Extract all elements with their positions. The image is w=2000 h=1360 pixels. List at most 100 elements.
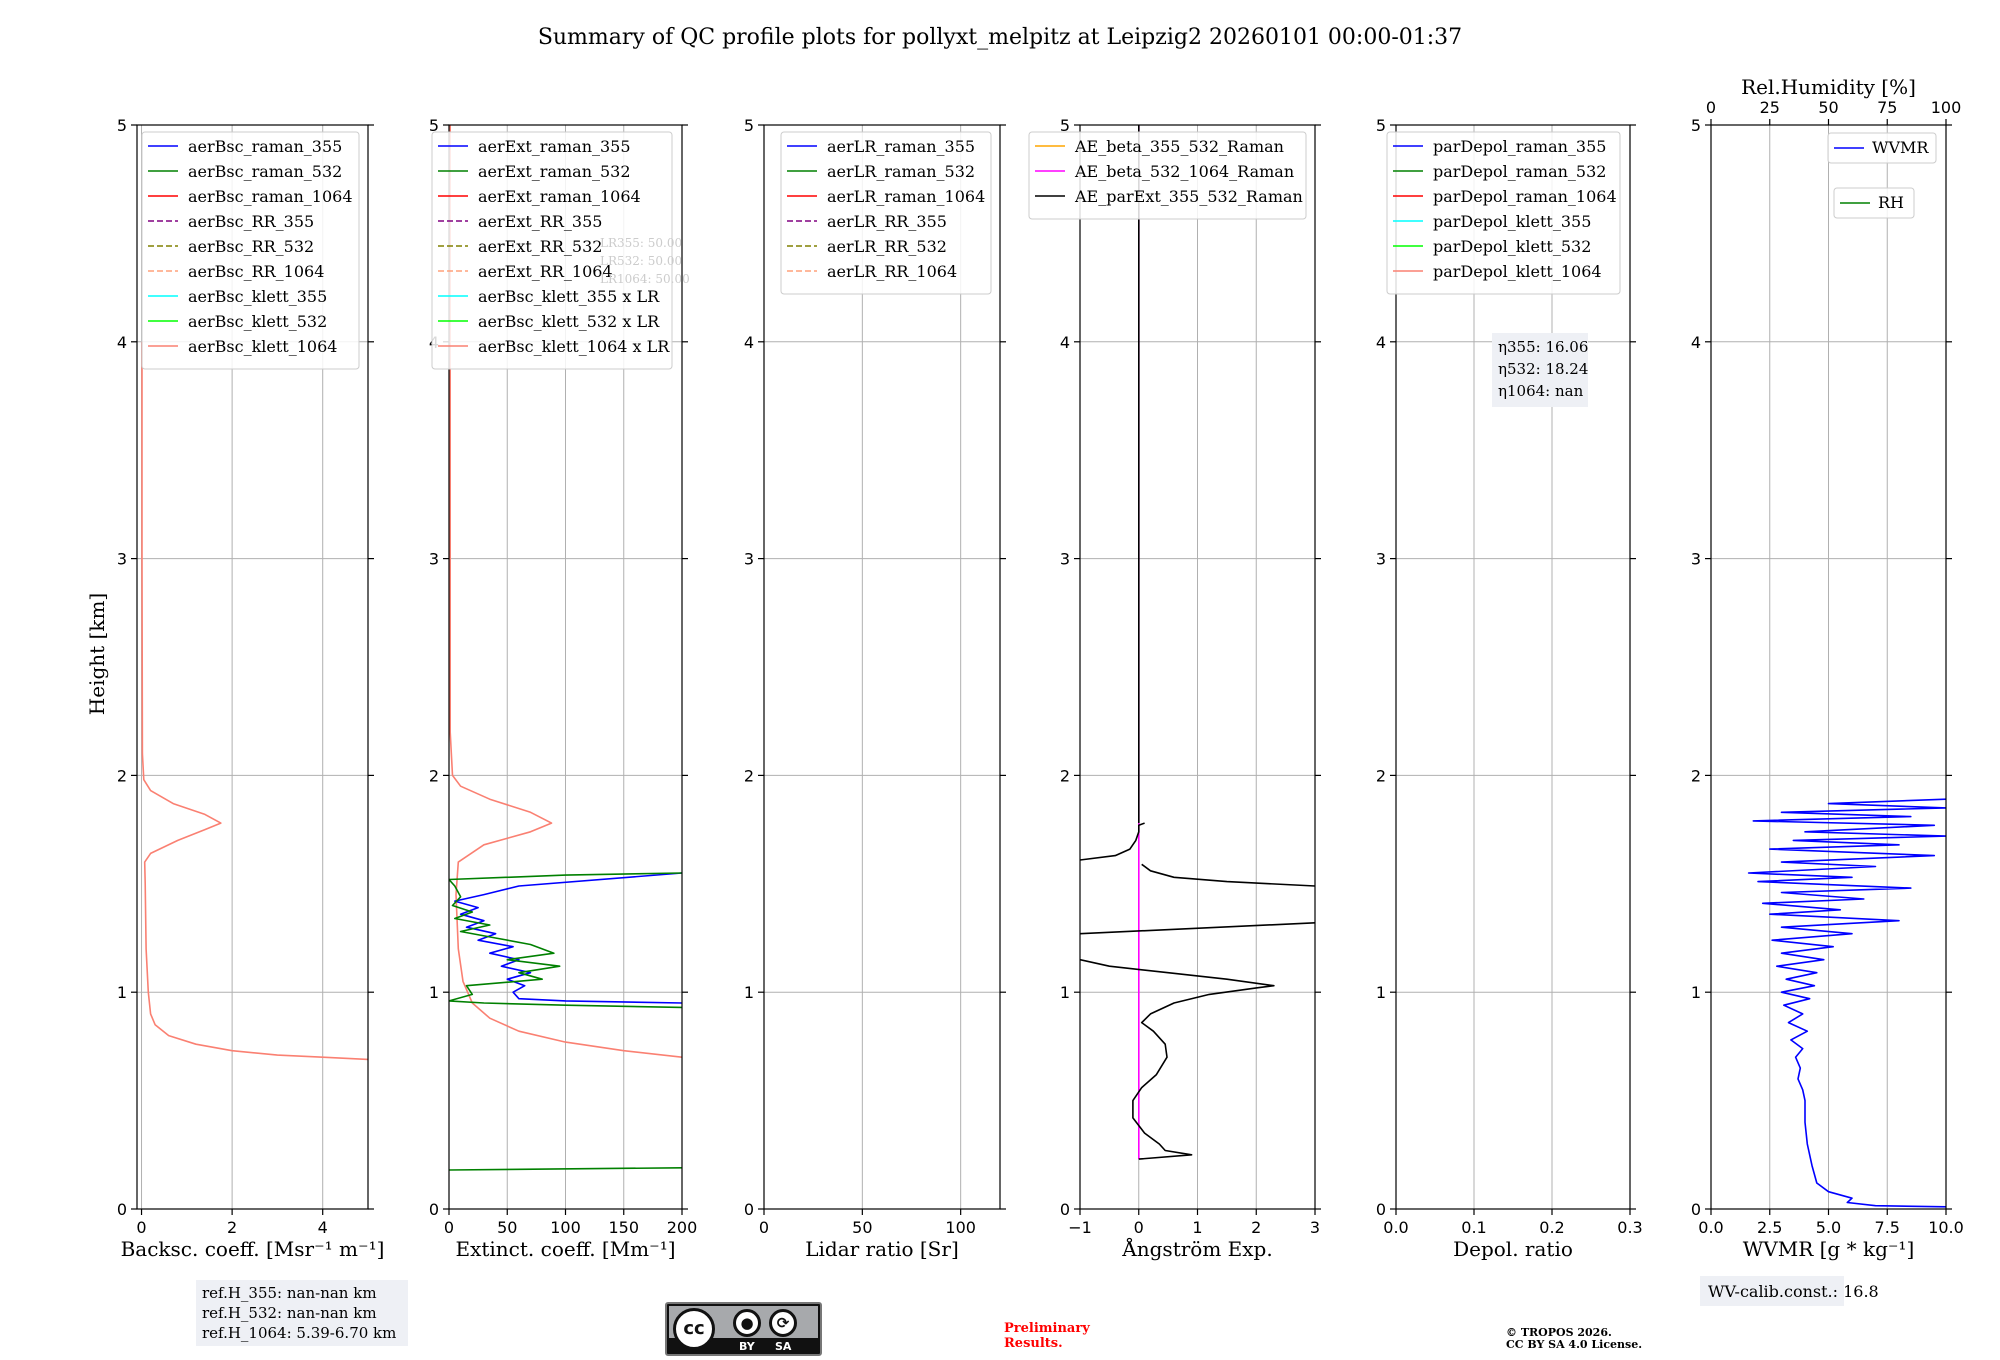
y-tick-label: 5 xyxy=(117,116,127,135)
x2-axis-label: Rel.Humidity [%] xyxy=(1741,75,1916,99)
lidar-ratio-note: LR355: 50.00 xyxy=(600,236,682,250)
x-tick-label: 2 xyxy=(227,1218,237,1237)
y-tick-label: 0 xyxy=(429,1200,439,1219)
y-tick-label: 0 xyxy=(117,1200,127,1219)
x2-tick-label: 25 xyxy=(1760,98,1780,117)
legend-box xyxy=(1833,187,1915,219)
x2-tick-label: 0 xyxy=(1706,98,1716,117)
series-line-ae-parext-355-532-raman xyxy=(1080,822,1145,861)
x-tick-label: 100 xyxy=(945,1218,976,1237)
y-tick-label: 4 xyxy=(117,333,127,352)
legend-label: parDepol_raman_1064 xyxy=(1433,187,1617,206)
legend-label: aerBsc_klett_355 x LR xyxy=(478,287,660,306)
legend: AE_beta_355_532_Raman AE_beta_532_1064_Ra… xyxy=(1028,131,1307,220)
x-tick-label: 2 xyxy=(1251,1218,1261,1237)
legend: aerExt_raman_355 aerExt_raman_532 aerExt_r… xyxy=(431,131,673,370)
ref-height-532: ref.H_532: nan-nan km xyxy=(202,1304,377,1322)
legend-box xyxy=(1028,131,1307,220)
legend-label: aerLR_raman_355 xyxy=(827,137,975,156)
x-tick-label: 0.0 xyxy=(1383,1218,1408,1237)
x-tick-label: 3 xyxy=(1310,1218,1320,1237)
y-tick-label: 3 xyxy=(1691,550,1701,569)
x-tick-label: 0.1 xyxy=(1461,1218,1486,1237)
y-tick-label: 3 xyxy=(117,550,127,569)
license-line: CC BY SA 4.0 License. xyxy=(1506,1338,1642,1351)
x-tick-label: 2.5 xyxy=(1757,1218,1782,1237)
x-tick-label: 150 xyxy=(608,1218,639,1237)
by-person-icon: ● xyxy=(733,1309,761,1337)
y-tick-label: 1 xyxy=(1376,983,1386,1002)
copyright-line: © TROPOS 2026. xyxy=(1506,1326,1612,1339)
y-tick-label: 2 xyxy=(117,766,127,785)
legend-label: parDepol_klett_1064 xyxy=(1433,262,1602,281)
legend-label: RH xyxy=(1878,193,1904,212)
x-tick-label: 0.3 xyxy=(1617,1218,1642,1237)
legend-label: aerBsc_raman_532 xyxy=(188,162,342,181)
legend-label: aerBsc_klett_355 xyxy=(188,287,327,306)
legend-label: aerLR_RR_355 xyxy=(827,212,947,231)
legend-label: AE_beta_355_532_Raman xyxy=(1074,137,1284,156)
legend: parDepol_raman_355 parDepol_raman_532 parD… xyxy=(1386,131,1621,295)
x-axis-label: Extinct. coeff. [Mm⁻¹] xyxy=(455,1237,675,1261)
x-tick-label: 0 xyxy=(444,1218,454,1237)
legend-label: aerBsc_RR_1064 xyxy=(188,262,324,281)
series-line-aerbsc-klett-1064-x-lr xyxy=(449,125,682,1058)
y-tick-label: 2 xyxy=(1691,766,1701,785)
legend-label: aerBsc_klett_532 xyxy=(188,312,327,331)
legend-label: aerLR_RR_1064 xyxy=(827,262,957,281)
legend-label: aerBsc_klett_1064 x LR xyxy=(478,337,670,356)
legend-label: aerExt_RR_355 xyxy=(478,212,602,231)
legend-label: aerBsc_klett_1064 xyxy=(188,337,337,356)
ref-height-355: ref.H_355: nan-nan km xyxy=(202,1284,377,1302)
legend-box xyxy=(431,131,673,370)
legend-box xyxy=(1386,131,1621,295)
y-tick-label: 5 xyxy=(1376,116,1386,135)
x2-tick-label: 75 xyxy=(1877,98,1897,117)
results-label: Results. xyxy=(1004,1336,1063,1351)
axes-frame xyxy=(763,124,1001,1210)
eta-value: η532: 18.24 xyxy=(1498,360,1588,378)
x-axis-label: WVMR [g * kg⁻¹] xyxy=(1743,1237,1915,1261)
y-axis-label: Height [km] xyxy=(85,593,109,715)
panel-2: 050100150200012345Extinct. coeff. [Mm⁻¹]… xyxy=(429,116,697,1261)
x-tick-label: 0.0 xyxy=(1698,1218,1723,1237)
y-tick-label: 5 xyxy=(429,116,439,135)
figure-title: Summary of QC profile plots for pollyxt_… xyxy=(538,25,1462,50)
lidar-ratio-note: LR532: 50.00 xyxy=(600,254,682,268)
y-tick-label: 0 xyxy=(744,1200,754,1219)
legend: WVMR RH xyxy=(1827,132,1937,219)
legend-label: parDepol_klett_355 xyxy=(1433,212,1591,231)
legend-label: parDepol_raman_355 xyxy=(1433,137,1606,156)
x-tick-label: −1 xyxy=(1068,1218,1092,1237)
legend-label: aerBsc_RR_532 xyxy=(188,237,314,256)
preliminary-label: Preliminary xyxy=(1004,1321,1090,1336)
y-tick-label: 4 xyxy=(744,333,754,352)
x-tick-label: 100 xyxy=(550,1218,581,1237)
x-tick-label: 200 xyxy=(667,1218,698,1237)
series-line-wvmr xyxy=(1747,798,1946,1208)
x-axis-label: Ångström Exp. xyxy=(1121,1236,1272,1261)
y-tick-label: 1 xyxy=(1060,983,1070,1002)
legend-label: aerExt_RR_1064 xyxy=(478,262,613,281)
panel-3: 0 50 100 0 1 2 3 4 5 Lidar ratio [Sr] aerLR_raman_… xyxy=(744,116,1006,1261)
panel-6: 0.0 2.5 5.0 7.5 10.0 0 1 2 3 4 5 WVMR [g * kg⁻¹] 0 25… xyxy=(1691,75,1964,1261)
y-tick-label: 4 xyxy=(1376,333,1386,352)
series-line-ae-parext-355-532-raman xyxy=(1080,958,1275,1160)
ref-height-1064: ref.H_1064: 5.39-6.70 km xyxy=(202,1324,396,1342)
legend-box xyxy=(780,131,992,295)
y-tick-label: 5 xyxy=(1060,116,1070,135)
y-tick-label: 3 xyxy=(1060,550,1070,569)
legend-label: aerExt_raman_1064 xyxy=(478,187,641,206)
x-tick-label: 10.0 xyxy=(1928,1218,1964,1237)
series-line-ae-parext-355-532-raman xyxy=(1141,863,1315,887)
legend-label: aerBsc_raman_355 xyxy=(188,137,342,156)
x-tick-label: 0 xyxy=(759,1218,769,1237)
y-tick-label: 3 xyxy=(429,550,439,569)
panel-1: 0 2 4 0 1 2 3 4 5 Backsc. coeff. [Msr⁻¹ m⁻¹] aerBs… xyxy=(117,116,385,1261)
legend-label: aerLR_raman_532 xyxy=(827,162,975,181)
eta-box xyxy=(1492,333,1588,407)
series-group xyxy=(141,341,368,1061)
series-group xyxy=(1080,125,1315,1160)
share-alike-icon: ⟳ xyxy=(769,1309,797,1337)
